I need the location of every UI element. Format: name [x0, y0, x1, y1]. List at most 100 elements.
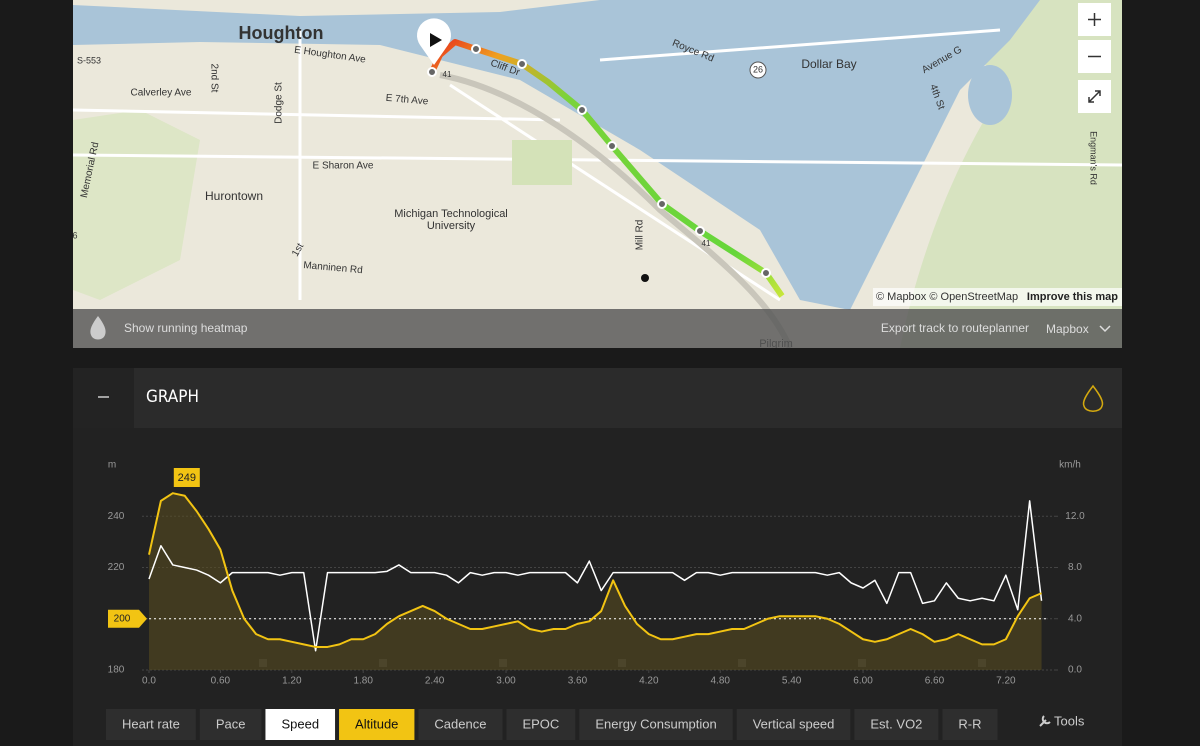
- max-tag: [173, 468, 200, 487]
- tab[interactable]: [106, 709, 196, 740]
- tab-label: Energy Consumption: [595, 716, 716, 731]
- collapse-button[interactable]: [73, 368, 134, 428]
- y-tick-label: 240: [108, 511, 125, 522]
- map-label: 41: [702, 239, 711, 248]
- tools-button[interactable]: Tools: [1054, 713, 1085, 728]
- y2-tick-label: 4.0: [1068, 613, 1082, 624]
- lake: [968, 65, 1012, 125]
- route-shield: [749, 61, 767, 79]
- graph-body: [73, 428, 1122, 746]
- dropdown-arrow: [1099, 325, 1111, 333]
- x-tick-label: 4.80: [710, 676, 730, 687]
- map-label: 6: [72, 230, 77, 240]
- route-points: [427, 44, 771, 278]
- tab-label: Heart rate: [122, 716, 180, 731]
- tab[interactable]: [579, 709, 733, 740]
- forest: [73, 110, 200, 300]
- reference-tag: [108, 609, 147, 628]
- chart: m km/h 180 200 220 240 0.0 4.0 8.0 12.0 0.0 0.60 1.2…: [108, 460, 1086, 687]
- highway: [439, 72, 793, 348]
- map-label: S-553: [77, 55, 101, 65]
- area: [149, 493, 1042, 670]
- tab-label: Vertical speed: [753, 716, 835, 731]
- map-style[interactable]: Mapbox: [1046, 322, 1089, 336]
- map-label: Houghton: [239, 23, 324, 43]
- tab-label: Speed: [281, 716, 319, 731]
- map-label: Michigan Technological: [394, 208, 508, 220]
- map-label: E 7th Ave: [385, 93, 429, 108]
- x-tick-label: 3.00: [496, 676, 516, 687]
- map-label: Calverley Ave: [131, 88, 192, 99]
- attribution: © Mapbox © OpenStreetMap: [876, 291, 1018, 303]
- y-tick-label: 220: [108, 562, 125, 573]
- map-label: 26: [753, 64, 763, 74]
- water: [73, 0, 1040, 310]
- attribution-bg: [873, 288, 1122, 306]
- y2-axis-label: km/h: [1059, 460, 1081, 471]
- route: [429, 39, 785, 298]
- tab-label: R-R: [958, 716, 981, 731]
- improve-link[interactable]: Improve this map: [1027, 291, 1118, 303]
- logo-icon: [1082, 384, 1104, 412]
- x-tick-label: 2.40: [425, 676, 445, 687]
- tabs: Heart rate Pace Speed Altitude Cadence EPOC En…: [106, 709, 998, 740]
- x-tick-label: 4.20: [639, 676, 659, 687]
- tab[interactable]: [942, 709, 998, 740]
- series-line: [148, 492, 1042, 648]
- x-tick-label: 1.80: [353, 676, 373, 687]
- tab-label: Est. VO2: [870, 716, 922, 731]
- map-label: 41: [443, 70, 452, 79]
- park: [512, 140, 572, 185]
- export-link[interactable]: Export track to routeplanner: [881, 321, 1029, 335]
- map-label: Engman's Rd: [1089, 131, 1099, 185]
- map-label: University: [427, 220, 476, 232]
- map-label: 2nd St: [208, 64, 219, 93]
- tab[interactable]: [199, 709, 262, 740]
- map-bar: [73, 309, 1122, 348]
- marker: [641, 274, 649, 282]
- tab-label: EPOC: [522, 716, 559, 731]
- roads: [73, 28, 1122, 302]
- zoom-controls[interactable]: [1078, 3, 1111, 113]
- map-label: Dodge St: [274, 82, 285, 124]
- x-tick-label: 7.20: [996, 676, 1016, 687]
- graph-header: [73, 368, 1122, 428]
- map-label: Hurontown: [205, 189, 263, 203]
- x-tick-label: 0.0: [142, 676, 156, 687]
- y-tick-label: 180: [108, 665, 125, 676]
- map-label: Dollar Bay: [801, 57, 856, 71]
- map-label: E Sharon Ave: [313, 161, 374, 172]
- tab-label: Altitude: [355, 716, 398, 731]
- x-tick-label: 3.60: [568, 676, 588, 687]
- x-tick-label: 1.20: [282, 676, 302, 687]
- reference-label: 200: [114, 613, 131, 624]
- tab[interactable]: [854, 709, 939, 740]
- tab-label: Pace: [216, 716, 246, 731]
- series-line: [148, 500, 1043, 652]
- x-tick-label: 0.60: [211, 676, 231, 687]
- max-label: 249: [178, 472, 196, 484]
- tools-icon: [1039, 715, 1051, 727]
- graph-title: GRAPH: [146, 387, 199, 407]
- tab[interactable]: [339, 709, 415, 740]
- y2-tick-label: 12.0: [1065, 511, 1085, 522]
- tab[interactable]: [506, 709, 576, 740]
- heatmap-toggle[interactable]: Show running heatmap: [124, 321, 248, 335]
- x-tick-label: 6.60: [925, 676, 945, 687]
- play-button[interactable]: [416, 18, 451, 65]
- tab[interactable]: [736, 709, 851, 740]
- tab[interactable]: [418, 709, 503, 740]
- forest: [880, 0, 1122, 348]
- map-label: Manninen Rd: [303, 260, 363, 276]
- y2-tick-label: 0.0: [1068, 665, 1082, 676]
- y2-tick-label: 8.0: [1068, 562, 1082, 573]
- y-axis-label: m: [108, 460, 116, 471]
- heatmap-icon: [90, 316, 106, 340]
- x-tick-label: 5.40: [782, 676, 802, 687]
- tab[interactable]: [265, 709, 336, 740]
- x-tick-label: 6.00: [853, 676, 873, 687]
- tab-label: Cadence: [434, 716, 486, 731]
- map-label: Mill Rd: [635, 220, 646, 251]
